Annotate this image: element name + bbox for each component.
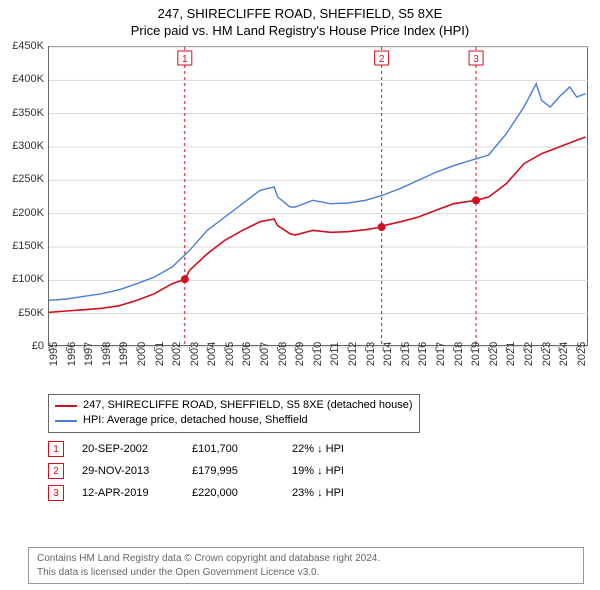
x-tick-label: 2010 <box>312 342 324 366</box>
y-tick-label: £400K <box>4 73 44 85</box>
sale-date: 20-SEP-2002 <box>82 443 192 455</box>
sale-hpi-diff: 19% ↓ HPI <box>292 465 392 477</box>
y-tick-label: £300K <box>4 140 44 152</box>
y-tick-label: £250K <box>4 173 44 185</box>
legend-item: HPI: Average price, detached house, Shef… <box>55 413 413 428</box>
x-tick-label: 2016 <box>417 342 429 366</box>
legend-swatch <box>55 420 77 422</box>
y-tick-label: £0 <box>4 340 44 352</box>
y-tick-label: £150K <box>4 240 44 252</box>
x-tick-label: 2019 <box>470 342 482 366</box>
sale-marker-badge: 3 <box>48 485 64 501</box>
legend-label: 247, SHIRECLIFFE ROAD, SHEFFIELD, S5 8XE… <box>83 398 413 413</box>
x-tick-label: 1996 <box>66 342 78 366</box>
svg-text:2: 2 <box>379 54 385 65</box>
license-notice: Contains HM Land Registry data © Crown c… <box>28 547 584 584</box>
sale-hpi-diff: 23% ↓ HPI <box>292 487 392 499</box>
x-tick-label: 1997 <box>83 342 95 366</box>
x-tick-label: 2001 <box>154 342 166 366</box>
x-tick-label: 2021 <box>505 342 517 366</box>
sale-row: 3 12-APR-2019£220,00023% ↓ HPI <box>48 482 392 504</box>
x-tick-label: 1995 <box>48 342 60 366</box>
legend-label: HPI: Average price, detached house, Shef… <box>83 413 308 428</box>
legend-swatch <box>55 405 77 407</box>
sale-row: 2 29-NOV-2013£179,99519% ↓ HPI <box>48 460 392 482</box>
x-tick-label: 2009 <box>294 342 306 366</box>
sale-date: 12-APR-2019 <box>82 487 192 499</box>
sale-price: £179,995 <box>192 465 292 477</box>
sale-price: £220,000 <box>192 487 292 499</box>
y-tick-label: £100K <box>4 273 44 285</box>
sale-row: 1 20-SEP-2002£101,70022% ↓ HPI <box>48 438 392 460</box>
x-tick-label: 2011 <box>329 342 341 366</box>
x-tick-label: 2000 <box>136 342 148 366</box>
x-tick-label: 2007 <box>259 342 271 366</box>
license-line1: Contains HM Land Registry data © Crown c… <box>37 552 575 566</box>
sale-price: £101,700 <box>192 443 292 455</box>
x-tick-label: 2017 <box>435 342 447 366</box>
y-tick-label: £450K <box>4 40 44 52</box>
x-tick-label: 2014 <box>382 342 394 366</box>
x-tick-label: 2018 <box>453 342 465 366</box>
chart-svg: 1 2 3 <box>49 47 589 347</box>
x-tick-label: 2008 <box>277 342 289 366</box>
sale-marker-badge: 1 <box>48 441 64 457</box>
sales-table: 1 20-SEP-2002£101,70022% ↓ HPI 2 29-NOV-201… <box>48 438 392 504</box>
x-tick-label: 2020 <box>488 342 500 366</box>
x-tick-label: 2013 <box>365 342 377 366</box>
sale-marker-badge: 2 <box>48 463 64 479</box>
x-tick-label: 2025 <box>576 342 588 366</box>
sale-date: 29-NOV-2013 <box>82 465 192 477</box>
y-tick-label: £350K <box>4 107 44 119</box>
svg-text:3: 3 <box>473 54 479 65</box>
x-tick-label: 2023 <box>541 342 553 366</box>
sale-hpi-diff: 22% ↓ HPI <box>292 443 392 455</box>
legend: 247, SHIRECLIFFE ROAD, SHEFFIELD, S5 8XE… <box>48 394 420 433</box>
x-tick-label: 1999 <box>118 342 130 366</box>
svg-text:1: 1 <box>182 54 188 65</box>
x-tick-label: 2006 <box>241 342 253 366</box>
x-tick-label: 2003 <box>189 342 201 366</box>
chart-plot-area: 1 2 3 <box>48 46 588 346</box>
title-address: 247, SHIRECLIFFE ROAD, SHEFFIELD, S5 8XE <box>0 6 600 21</box>
y-tick-label: £50K <box>4 307 44 319</box>
x-tick-label: 2024 <box>558 342 570 366</box>
x-tick-label: 2012 <box>347 342 359 366</box>
title-subtitle: Price paid vs. HM Land Registry's House … <box>0 23 600 38</box>
legend-item: 247, SHIRECLIFFE ROAD, SHEFFIELD, S5 8XE… <box>55 398 413 413</box>
y-tick-label: £200K <box>4 207 44 219</box>
x-tick-label: 2015 <box>400 342 412 366</box>
x-tick-label: 1998 <box>101 342 113 366</box>
license-line2: This data is licensed under the Open Gov… <box>37 566 575 580</box>
x-tick-label: 2004 <box>206 342 218 366</box>
x-tick-label: 2002 <box>171 342 183 366</box>
x-tick-label: 2005 <box>224 342 236 366</box>
x-tick-label: 2022 <box>523 342 535 366</box>
